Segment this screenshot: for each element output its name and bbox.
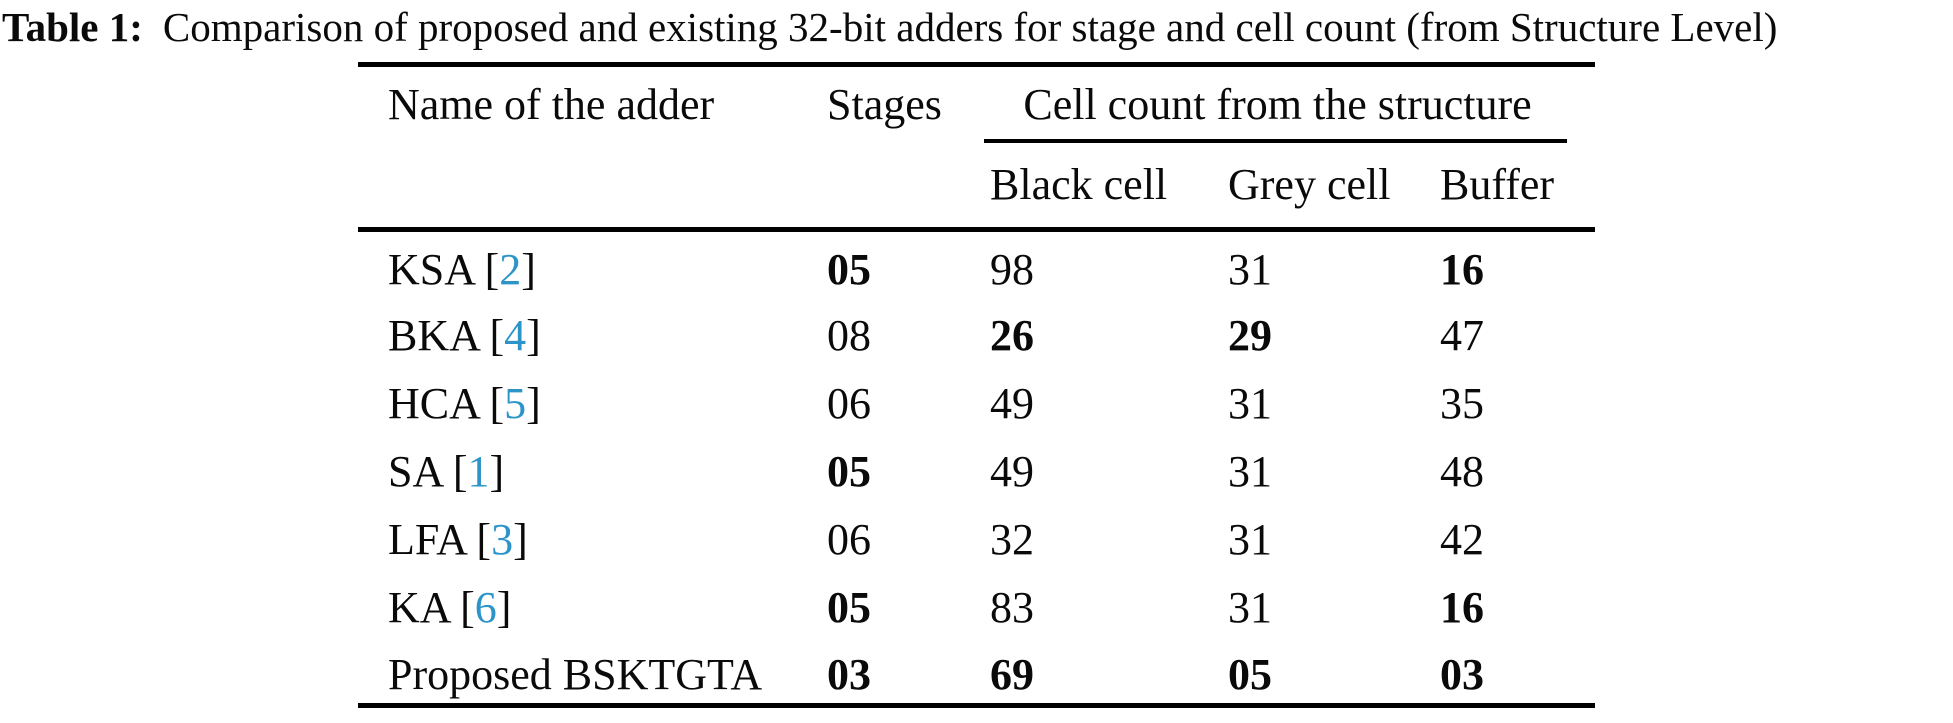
table-caption-text: Comparison of proposed and existing 32-b… xyxy=(162,4,1778,50)
buffer-count: 16 xyxy=(1440,583,1484,633)
table-row: KSA [2] 05 98 31 16 xyxy=(358,230,1595,298)
black-cell-count: 98 xyxy=(990,244,1034,294)
citation-link[interactable]: 6 xyxy=(474,583,497,633)
buffer-count: 03 xyxy=(1440,650,1484,700)
table-row: KA [6] 05 83 31 16 xyxy=(358,570,1595,638)
col-header-grey-cell: Grey cell xyxy=(1198,142,1410,232)
header-row-subcolumns: Black cell Grey cell Buffer xyxy=(358,142,1596,232)
black-cell-count: 69 xyxy=(990,650,1034,700)
col-header-buffer: Buffer xyxy=(1410,142,1596,232)
citation-link[interactable]: 2 xyxy=(499,244,522,294)
adders-comparison-table: Name of the adder Stages Cell count from… xyxy=(358,62,1596,708)
black-cell-count: 32 xyxy=(990,515,1034,565)
black-cell-count: 49 xyxy=(990,379,1034,429)
grey-cell-count: 31 xyxy=(1228,515,1272,565)
stages-cell: 05 xyxy=(827,447,871,497)
black-cell-count: 83 xyxy=(990,583,1034,633)
stages-cell: 08 xyxy=(827,311,871,361)
adder-name-cell: LFA [3] xyxy=(388,515,528,565)
adder-name-cell: BKA [4] xyxy=(388,311,541,361)
stages-cell: 05 xyxy=(827,244,871,294)
buffer-count: 35 xyxy=(1440,379,1484,429)
table-row: SA [1] 05 49 31 48 xyxy=(358,434,1595,502)
col-header-cell-count-group: Cell count from the structure xyxy=(960,65,1595,143)
col-header-stages: Stages xyxy=(827,79,942,129)
cell-count-group-label: Cell count from the structure xyxy=(1023,79,1532,129)
black-cell-count: 49 xyxy=(990,447,1034,497)
adder-name-cell: SA [1] xyxy=(388,447,505,497)
grey-cell-count: 29 xyxy=(1228,311,1272,361)
grey-cell-count: 31 xyxy=(1228,583,1272,633)
table-row: LFA [3] 06 32 31 42 xyxy=(358,502,1595,570)
adder-name-cell: KA [6] xyxy=(388,583,512,633)
black-cell-count: 26 xyxy=(990,311,1034,361)
citation-link[interactable]: 5 xyxy=(504,379,527,429)
grey-cell-count: 31 xyxy=(1228,447,1272,497)
citation-link[interactable]: 4 xyxy=(504,311,527,361)
col-header-black-cell: Black cell xyxy=(960,142,1198,232)
cmidrule-divider xyxy=(984,138,1568,143)
buffer-count: 48 xyxy=(1440,447,1484,497)
table-caption-label: Table 1: xyxy=(2,4,143,50)
adder-name-cell: KSA [2] xyxy=(388,244,536,294)
grey-cell-count: 31 xyxy=(1228,244,1272,294)
grey-cell-count: 31 xyxy=(1228,379,1272,429)
buffer-count: 16 xyxy=(1440,244,1484,294)
adder-name-cell: HCA [5] xyxy=(388,379,541,429)
table-caption: Table 1: Comparison of proposed and exist… xyxy=(2,2,1777,52)
col-header-empty-name xyxy=(358,142,797,232)
header-row-group: Name of the adder Stages Cell count from… xyxy=(358,65,1595,143)
col-header-empty-stages xyxy=(797,142,960,232)
citation-link[interactable]: 3 xyxy=(491,515,514,565)
buffer-count: 47 xyxy=(1440,311,1484,361)
stages-cell: 06 xyxy=(827,379,871,429)
table-row: Proposed BSKTGTA 03 69 05 03 xyxy=(358,638,1595,706)
grey-cell-count: 05 xyxy=(1228,650,1272,700)
adder-name-cell: Proposed BSKTGTA xyxy=(388,650,763,700)
citation-link[interactable]: 1 xyxy=(467,447,490,497)
stages-cell: 06 xyxy=(827,515,871,565)
stages-cell: 05 xyxy=(827,583,871,633)
buffer-count: 42 xyxy=(1440,515,1484,565)
col-header-name: Name of the adder xyxy=(388,79,715,129)
stages-cell: 03 xyxy=(827,650,871,700)
table-row: BKA [4] 08 26 29 47 xyxy=(358,298,1595,366)
table-row: HCA [5] 06 49 31 35 xyxy=(358,366,1595,434)
